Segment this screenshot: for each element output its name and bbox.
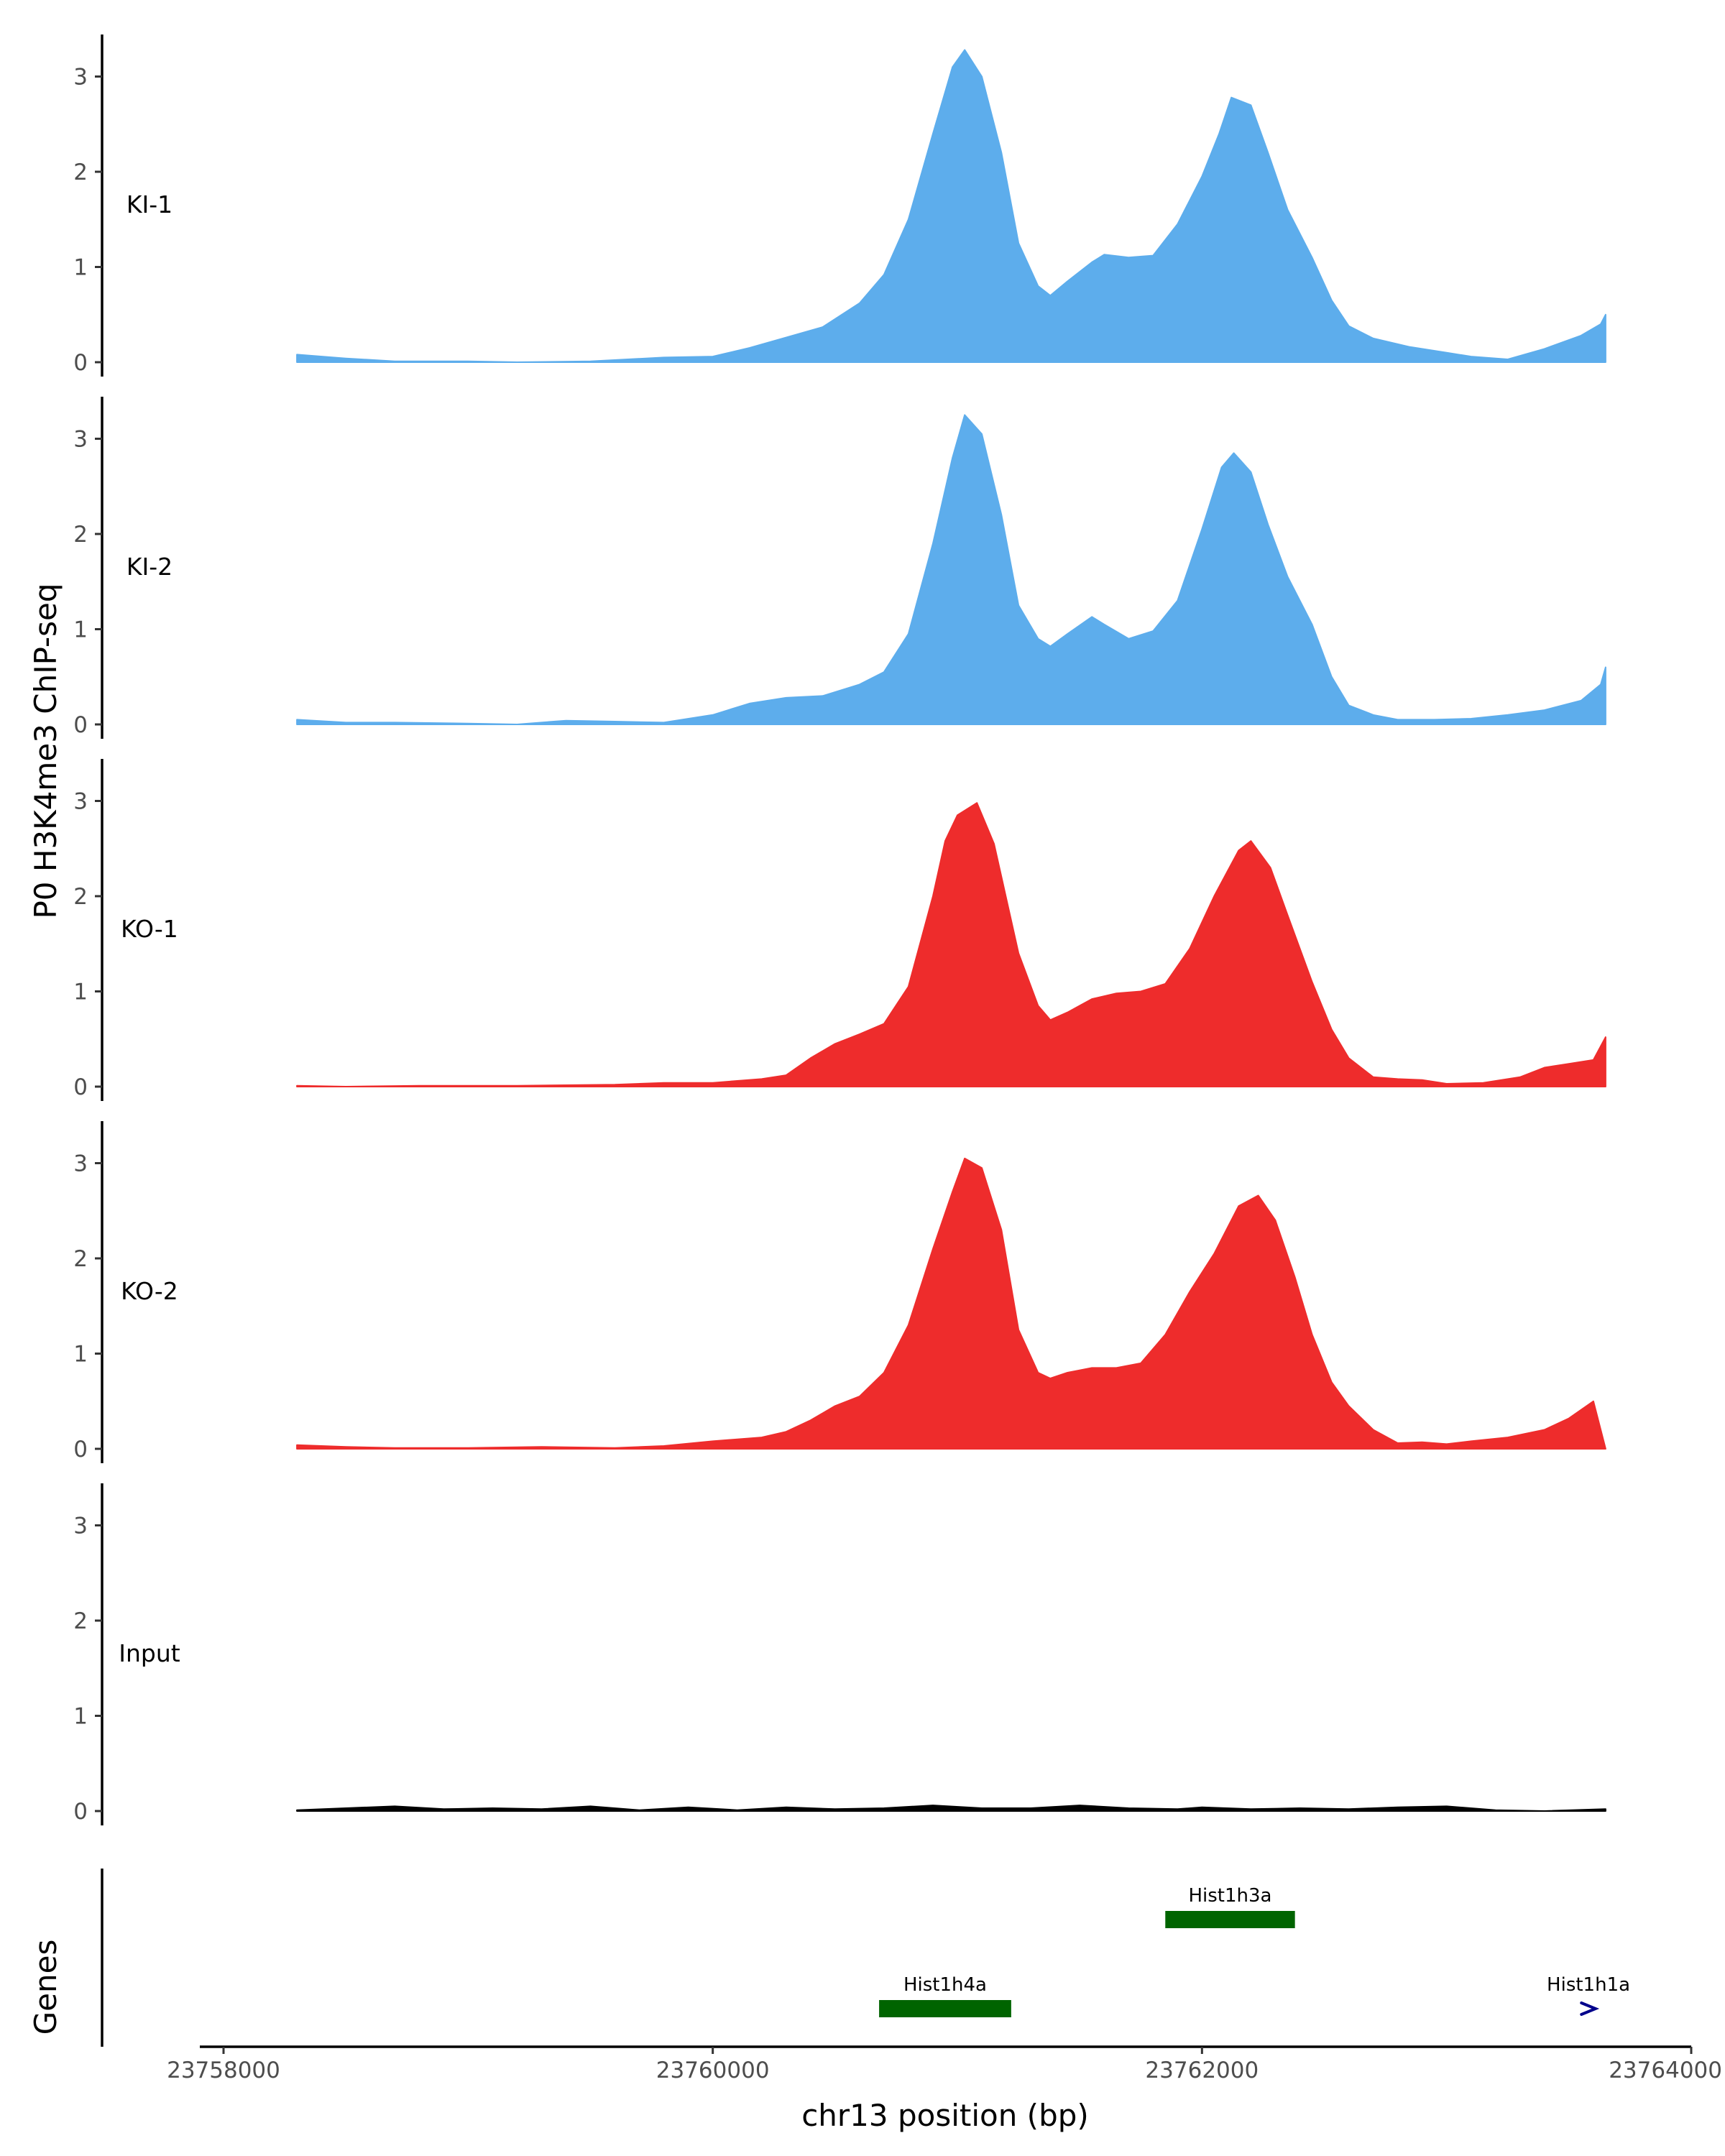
x-axis: 23758000 23760000 23762000 23764000 [167, 2045, 1722, 2083]
track-label: KI-2 [126, 553, 172, 581]
strand-arrow [1168, 1914, 1174, 1925]
coverage-area [296, 802, 1606, 1087]
y-tick-label: 3 [73, 1151, 88, 1177]
x-tick-label: 23764000 [1609, 2058, 1722, 2083]
x-axis-title: chr13 position (bp) [801, 2098, 1089, 2133]
y-tick-label: 3 [73, 1514, 88, 1539]
coverage-area [296, 1157, 1606, 1450]
gene-label: Hist1h3a [1188, 1885, 1271, 1907]
gene-body [1165, 1911, 1295, 1928]
y-tick-label: 3 [73, 65, 88, 91]
track-input: 0 1 2 3 Input [73, 1483, 1606, 1825]
y-tick-label: 3 [73, 427, 88, 453]
coverage-area [296, 414, 1606, 725]
track-label: KI-1 [126, 190, 172, 218]
track-label: Input [119, 1639, 180, 1667]
track-label: KO-2 [121, 1277, 178, 1305]
strand-arrow [1580, 2001, 1600, 2016]
genes-panel: Hist1h3a Hist1h4a Hist1h1a [101, 1869, 1630, 2047]
coverage-area [296, 1805, 1606, 1812]
y-tick-label: 2 [73, 160, 88, 185]
gene-hist1h1a: Hist1h1a [1547, 1974, 1630, 2016]
track-ki-1: 0 1 2 3 KI-1 [73, 34, 1606, 377]
y-tick-label: 0 [73, 1437, 88, 1462]
y-tick-label: 1 [73, 980, 88, 1005]
strand-arrow [882, 2003, 888, 2014]
track-ki-2: 0 1 2 3 KI-2 [73, 397, 1606, 739]
gene-label: Hist1h4a [903, 1974, 987, 1996]
x-tick-label: 23762000 [1145, 2058, 1259, 2083]
coverage-tracks: 0 1 2 3 KI-1 0 1 2 3 KI-2 0 1 2 3 KO-1 0 1 2 3 KO-2 0 1 2 3 Inpu… [73, 34, 1606, 1825]
y-tick-label: 2 [73, 884, 88, 910]
y-tick-label: 1 [73, 617, 88, 643]
gene-label: Hist1h1a [1547, 1974, 1630, 1996]
y-tick-label: 2 [73, 1608, 88, 1634]
x-tick-label: 23760000 [656, 2058, 770, 2083]
y-tick-label: 1 [73, 255, 88, 281]
gene-body [879, 2000, 1011, 2017]
y-tick-label: 2 [73, 1246, 88, 1272]
track-ko-2: 0 1 2 3 KO-2 [73, 1121, 1606, 1463]
y-tick-label: 3 [73, 789, 88, 815]
y-tick-label: 0 [73, 1074, 88, 1100]
y-tick-label: 0 [73, 350, 88, 376]
y-tick-label: 1 [73, 1342, 88, 1368]
genes-axis-title: Genes [28, 1940, 63, 2035]
coverage-area [296, 49, 1606, 363]
y-tick-label: 2 [73, 522, 88, 548]
y-tick-label: 0 [73, 712, 88, 738]
y-axis-title: P0 H3K4me3 ChIP-seq [28, 583, 63, 918]
y-tick-label: 0 [73, 1799, 88, 1825]
gene-hist1h4a: Hist1h4a [879, 1974, 1011, 2017]
x-tick-label: 23758000 [167, 2058, 280, 2083]
track-label: KO-1 [121, 915, 178, 943]
y-tick-label: 1 [73, 1704, 88, 1730]
track-ko-1: 0 1 2 3 KO-1 [73, 759, 1606, 1101]
gene-hist1h3a: Hist1h3a [1165, 1885, 1295, 1928]
